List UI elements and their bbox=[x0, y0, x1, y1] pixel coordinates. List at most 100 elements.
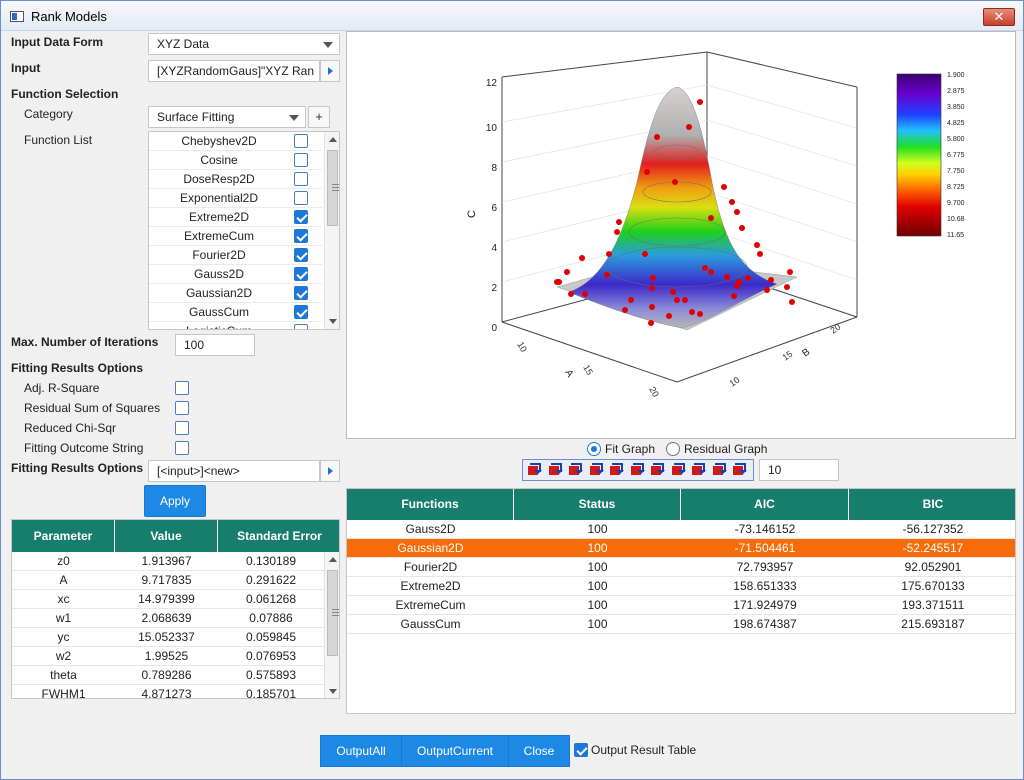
column-header-bic[interactable]: BIC bbox=[922, 497, 944, 511]
fit-graph-label[interactable]: Fit Graph bbox=[605, 442, 656, 456]
tilt-right-icon[interactable] bbox=[588, 462, 605, 478]
surface-plot-panel[interactable]: 0 2 4 6 8 10 12 C 10 15 20 A 10 15 20 bbox=[346, 31, 1016, 439]
function-checkbox[interactable] bbox=[294, 324, 308, 329]
table-cell: 158.651333 bbox=[733, 579, 797, 593]
function-checkbox[interactable] bbox=[294, 172, 308, 186]
input-range-picker-button[interactable] bbox=[320, 60, 340, 82]
function-checkbox[interactable] bbox=[294, 229, 308, 243]
function-list-item[interactable]: DoseResp2D bbox=[149, 170, 322, 189]
input-range-field[interactable]: [XYZRandomGaus]"XYZ Ran bbox=[148, 60, 320, 82]
function-list-item[interactable]: Fourier2D bbox=[149, 246, 322, 265]
table-row[interactable]: A 9.717835 0.291622 bbox=[12, 571, 324, 590]
scroll-up-icon[interactable] bbox=[329, 137, 337, 142]
function-checkbox[interactable] bbox=[294, 267, 308, 281]
z-ticks: 0 2 4 6 8 10 12 bbox=[486, 78, 498, 334]
elevate-icon[interactable] bbox=[608, 462, 625, 478]
x-tick-label: 10 bbox=[515, 340, 529, 354]
table-row[interactable]: GaussCum 100 198.674387 215.693187 bbox=[347, 615, 1015, 634]
table-cell: 9.717835 bbox=[141, 573, 192, 587]
table-row[interactable]: w1 2.068639 0.07886 bbox=[12, 609, 324, 628]
rotate-ccw-icon[interactable] bbox=[547, 462, 564, 478]
table-row[interactable]: Extreme2D 100 158.651333 175.670133 bbox=[347, 577, 1015, 596]
residual-graph-radio[interactable] bbox=[666, 442, 680, 456]
function-checkbox[interactable] bbox=[294, 134, 308, 148]
close-button[interactable]: Close bbox=[508, 735, 570, 767]
function-checkbox[interactable] bbox=[294, 248, 308, 262]
lower-icon[interactable] bbox=[629, 462, 646, 478]
table-cell: 100 bbox=[587, 560, 608, 574]
table-row[interactable]: theta 0.789286 0.575893 bbox=[12, 666, 324, 685]
scroll-down-icon[interactable] bbox=[329, 319, 337, 324]
result-option-checkbox[interactable] bbox=[175, 401, 189, 415]
table-row[interactable]: FWHM1 4.871273 0.185701 bbox=[12, 685, 324, 699]
output-current-button[interactable]: OutputCurrent bbox=[401, 735, 509, 767]
color-scale-label: 4.825 bbox=[947, 120, 965, 127]
function-list-item[interactable]: GaussCum bbox=[149, 303, 322, 322]
table-cell: -56.127352 bbox=[902, 522, 964, 536]
function-list-item[interactable]: Gaussian2D bbox=[149, 284, 322, 303]
function-checkbox[interactable] bbox=[294, 210, 308, 224]
resize-icon[interactable] bbox=[731, 462, 748, 478]
table-row[interactable]: ExtremeCum 100 171.924979 193.371511 bbox=[347, 596, 1015, 615]
parameter-table: Parameter Value Standard Error z0 1.91396… bbox=[11, 519, 340, 699]
scroll-thumb[interactable] bbox=[327, 570, 339, 656]
extend-icon[interactable] bbox=[711, 462, 728, 478]
table-row[interactable]: xc 14.979399 0.061268 bbox=[12, 590, 324, 609]
input-data-form-select[interactable]: XYZ Data bbox=[148, 33, 340, 55]
output-result-table-label[interactable]: Output Result Table bbox=[591, 743, 697, 757]
column-header-functions[interactable]: Functions bbox=[347, 489, 514, 520]
column-header-value[interactable]: Value bbox=[115, 520, 218, 552]
apply-button[interactable]: Apply bbox=[144, 485, 206, 517]
function-checkbox[interactable] bbox=[294, 286, 308, 300]
max-iterations-field[interactable]: 100 bbox=[175, 334, 255, 356]
scroll-up-icon[interactable] bbox=[329, 557, 337, 562]
table-row[interactable]: Fourier2D 100 72.793957 92.052901 bbox=[347, 558, 1015, 577]
table-row[interactable]: w2 1.99525 0.076953 bbox=[12, 647, 324, 666]
scroll-down-icon[interactable] bbox=[329, 689, 337, 694]
rotate-cw-icon[interactable] bbox=[526, 462, 543, 478]
fit-frame-icon[interactable] bbox=[690, 462, 707, 478]
function-list-item[interactable]: ExtremeCum bbox=[149, 227, 322, 246]
table-row[interactable]: Gaussian2D 100 -71.504461 -52.245517 bbox=[347, 539, 1015, 558]
result-option-checkbox[interactable] bbox=[175, 441, 189, 455]
result-option-checkbox[interactable] bbox=[175, 381, 189, 395]
result-option-checkbox[interactable] bbox=[175, 421, 189, 435]
function-list-item[interactable]: Exponential2D bbox=[149, 189, 322, 208]
table-row[interactable]: z0 1.913967 0.130189 bbox=[12, 552, 324, 571]
table-row[interactable]: Gauss2D 100 -73.146152 -56.127352 bbox=[347, 520, 1015, 539]
z-tick-label: 0 bbox=[491, 323, 497, 334]
function-list-item[interactable]: Extreme2D bbox=[149, 208, 322, 227]
tilt-left-icon[interactable] bbox=[567, 462, 584, 478]
function-list-item[interactable]: Cosine bbox=[149, 151, 322, 170]
function-checkbox[interactable] bbox=[294, 191, 308, 205]
column-header-status[interactable]: Status bbox=[514, 489, 681, 520]
parameter-table-scrollbar[interactable] bbox=[324, 552, 339, 698]
function-list-item[interactable]: Gauss2D bbox=[149, 265, 322, 284]
function-list-item[interactable]: LogisticCum bbox=[149, 322, 322, 329]
reset-icon[interactable] bbox=[670, 462, 687, 478]
window-close-button[interactable]: ✕ bbox=[983, 8, 1015, 26]
column-header-standard-error[interactable]: Standard Error bbox=[237, 529, 322, 543]
output-all-button[interactable]: OutputAll bbox=[320, 735, 402, 767]
rotation-step-field[interactable]: 10 bbox=[759, 459, 839, 481]
function-checkbox[interactable] bbox=[294, 305, 308, 319]
column-header-aic[interactable]: AIC bbox=[681, 489, 849, 520]
column-header-parameter[interactable]: Parameter bbox=[12, 520, 115, 552]
fit-graph-radio[interactable] bbox=[587, 442, 601, 456]
perspective-icon[interactable] bbox=[649, 462, 666, 478]
category-select[interactable]: Surface Fitting bbox=[148, 106, 306, 128]
output-result-table-checkbox[interactable] bbox=[574, 743, 588, 757]
table-row[interactable]: yc 15.052337 0.059845 bbox=[12, 628, 324, 647]
table-cell: 0.185701 bbox=[245, 687, 297, 699]
category-add-button[interactable]: + bbox=[308, 106, 330, 128]
fitting-results-output-picker-button[interactable] bbox=[320, 460, 340, 482]
function-list-scrollbar[interactable] bbox=[324, 132, 339, 329]
chevron-down-icon bbox=[323, 42, 333, 48]
scroll-thumb[interactable] bbox=[327, 150, 339, 226]
table-cell: 92.052901 bbox=[904, 560, 962, 574]
fitting-results-output-field[interactable]: [<input>]<new> bbox=[148, 460, 320, 482]
table-cell: 15.052337 bbox=[138, 630, 195, 644]
function-list-item[interactable]: Chebyshev2D bbox=[149, 132, 322, 151]
residual-graph-label[interactable]: Residual Graph bbox=[684, 442, 768, 456]
function-checkbox[interactable] bbox=[294, 153, 308, 167]
